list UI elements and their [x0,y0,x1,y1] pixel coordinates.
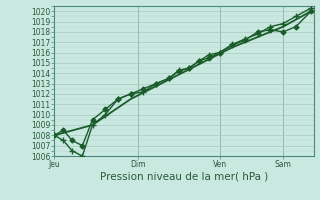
X-axis label: Pression niveau de la mer( hPa ): Pression niveau de la mer( hPa ) [100,172,268,182]
